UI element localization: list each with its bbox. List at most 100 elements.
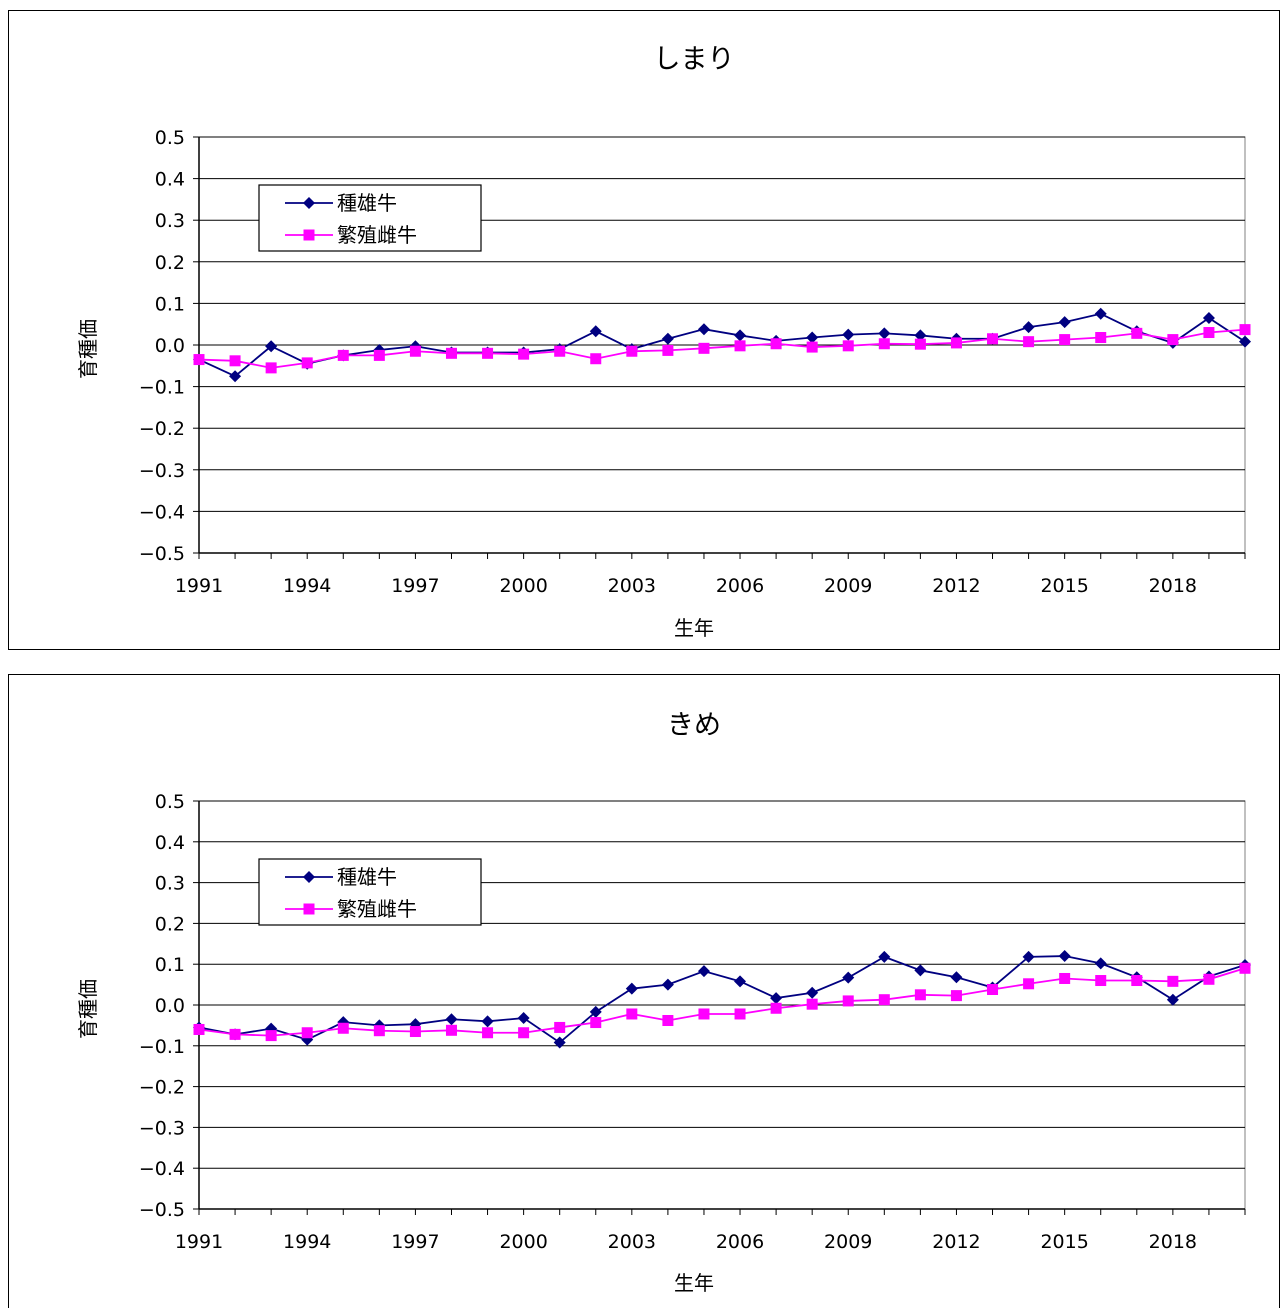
data-point <box>806 998 818 1010</box>
data-point <box>481 1015 494 1028</box>
x-tick-label: 2006 <box>716 575 764 597</box>
legend-label-1: 種雄牛 <box>337 865 397 889</box>
data-point <box>1023 336 1035 348</box>
y-tick-label: −0.2 <box>139 1077 185 1099</box>
data-point <box>445 1013 458 1026</box>
data-point <box>589 325 602 338</box>
data-point <box>1022 950 1035 963</box>
data-point <box>409 1018 422 1031</box>
legend-label-1: 種雄牛 <box>337 191 397 215</box>
y-tick-label: −0.4 <box>139 1158 185 1180</box>
y-tick-label: −0.4 <box>139 501 185 523</box>
data-point <box>734 340 746 352</box>
x-tick-label: 2012 <box>932 575 980 597</box>
data-point <box>1058 316 1071 329</box>
data-point <box>589 1005 602 1018</box>
data-point <box>626 345 638 357</box>
y-tick-label: −0.5 <box>139 543 185 565</box>
data-point <box>806 331 819 344</box>
data-point <box>409 345 421 357</box>
x-tick-label: 2000 <box>499 1231 547 1253</box>
y-axis-title: 育種価 <box>76 979 100 1039</box>
data-point <box>229 355 241 367</box>
x-tick-label: 1994 <box>283 575 331 597</box>
y-tick-label: 0.2 <box>155 913 185 935</box>
y-tick-label: −0.2 <box>139 418 185 440</box>
data-point <box>914 964 927 977</box>
data-point <box>661 978 674 991</box>
data-point <box>554 345 566 357</box>
y-tick-label: −0.5 <box>139 1199 185 1221</box>
data-point <box>373 349 385 361</box>
data-point <box>229 370 242 383</box>
chart-panel-kime: きめ 0.5 0.4 0.3 0.2 0.1 0.0 −0.1 −0.2 −0.3 −0.4 −0.5… <box>8 674 1280 1308</box>
data-point <box>1094 957 1107 970</box>
data-point <box>265 362 277 374</box>
x-tick-label: 2015 <box>1040 575 1088 597</box>
y-tick-label: 0.5 <box>155 127 185 149</box>
data-point <box>1203 973 1215 985</box>
legend-marker-2 <box>303 903 315 915</box>
data-point <box>1239 962 1251 974</box>
data-point <box>518 1027 530 1039</box>
legend-box <box>258 858 482 926</box>
data-point <box>662 344 674 356</box>
data-point <box>590 353 602 365</box>
data-point <box>301 357 313 369</box>
data-point <box>301 1033 314 1046</box>
data-point <box>1167 975 1179 987</box>
data-point <box>770 1002 782 1014</box>
x-tick-label: 2000 <box>499 575 547 597</box>
data-point <box>445 347 457 359</box>
data-point <box>518 348 530 360</box>
data-point <box>662 1015 674 1027</box>
data-point <box>625 982 638 995</box>
y-tick-label: 0.4 <box>155 169 185 191</box>
chart-shimari: しまり 0.5 0.4 0.3 0.2 0.1 0.0 −0.1 −0.2 −0.3 −0.4 −0.… <box>76 44 1251 640</box>
legend-marker-2 <box>303 229 315 241</box>
x-tick-label: 2018 <box>1149 1231 1197 1253</box>
legend-label-2: 繁殖雌牛 <box>337 897 417 921</box>
data-point <box>482 1027 494 1039</box>
y-tick-label: 0.3 <box>155 210 185 232</box>
data-point <box>878 338 890 350</box>
data-point <box>1059 334 1071 346</box>
data-point <box>806 986 819 999</box>
data-point <box>1239 335 1251 348</box>
data-point <box>1058 950 1071 963</box>
data-point <box>265 1022 278 1035</box>
data-point <box>698 342 710 354</box>
data-point <box>1023 978 1035 990</box>
x-tick-label: 2018 <box>1149 575 1197 597</box>
x-tick-label: 2006 <box>716 1231 764 1253</box>
y-tick-label: 0.1 <box>155 293 185 315</box>
data-point <box>842 340 854 352</box>
x-tick-label: 2009 <box>824 575 872 597</box>
data-point <box>1239 324 1251 336</box>
data-point <box>734 329 747 342</box>
data-point <box>842 328 855 341</box>
data-point <box>193 1023 205 1035</box>
data-point <box>914 329 927 342</box>
chart-kime: きめ 0.5 0.4 0.3 0.2 0.1 0.0 −0.1 −0.2 −0.3 −0.4 −0.5… <box>76 710 1251 1295</box>
data-point <box>950 337 962 349</box>
data-point <box>697 965 710 978</box>
data-point <box>1095 332 1107 344</box>
data-point <box>337 1022 349 1034</box>
data-point <box>842 995 854 1007</box>
x-tick-label: 1997 <box>391 575 439 597</box>
data-point <box>1131 975 1143 987</box>
data-point <box>987 983 999 995</box>
data-point <box>842 971 855 984</box>
data-point <box>590 1017 602 1029</box>
data-point <box>950 971 963 984</box>
x-tick-label: 1991 <box>175 1231 223 1253</box>
data-point <box>734 1008 746 1020</box>
data-point <box>445 1024 457 1036</box>
data-point <box>1167 334 1179 346</box>
data-point <box>1095 975 1107 987</box>
chart-title: きめ <box>667 710 721 741</box>
series-line-2 <box>198 967 1246 1037</box>
